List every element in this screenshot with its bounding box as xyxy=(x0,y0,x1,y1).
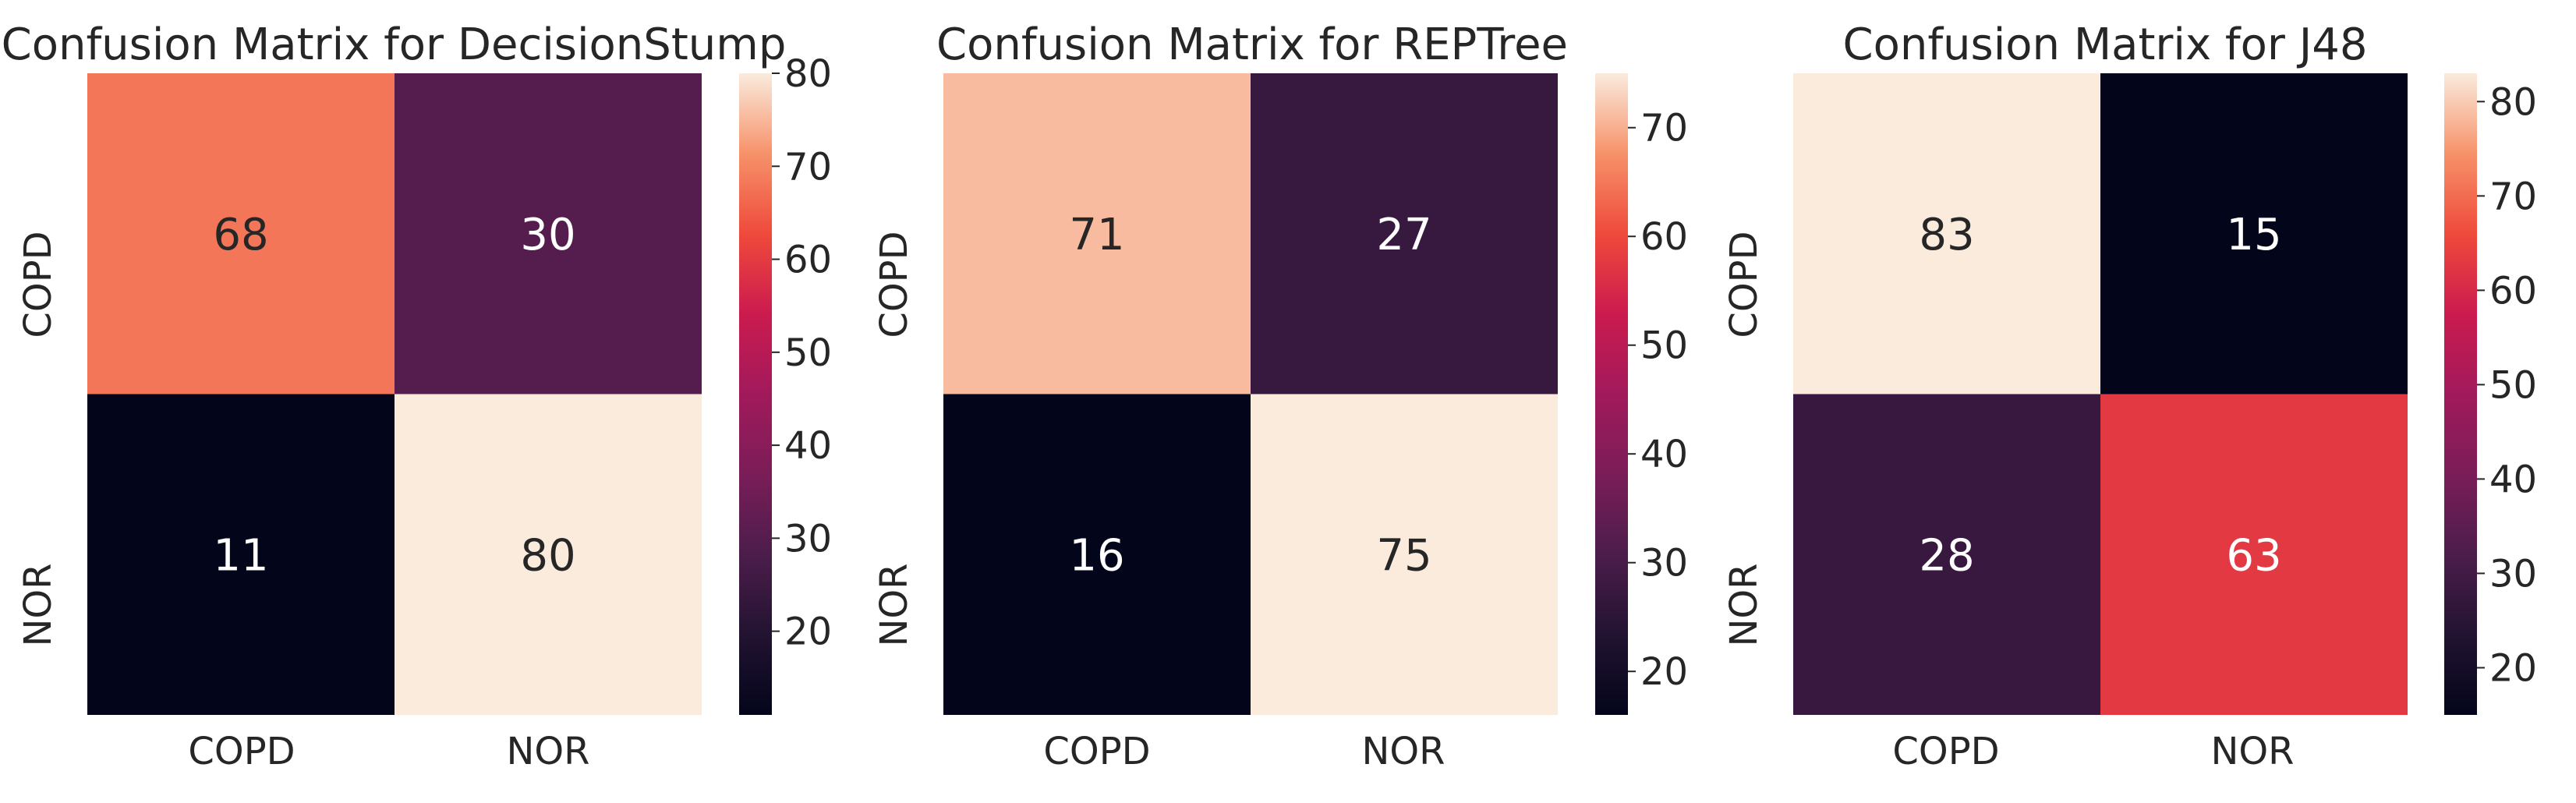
colorbar-tick-label: 50 xyxy=(1640,324,1688,368)
colorbar-tick-label: 20 xyxy=(1640,650,1688,694)
cell-value-label: 80 xyxy=(520,530,575,581)
chart-title: Confusion Matrix for REPTree xyxy=(936,19,1568,70)
heatmap-panel-reptree: Confusion Matrix for REPTree 71 27 16 75 CO… xyxy=(872,19,1688,773)
heatmap-cell xyxy=(87,73,395,394)
heatmap-cell xyxy=(943,394,1251,715)
y-tick-label: NOR xyxy=(16,563,60,646)
cell-value-label: 71 xyxy=(1069,210,1124,260)
heatmap-cell xyxy=(1251,394,1558,715)
colorbar-tick-label: 40 xyxy=(784,424,832,468)
x-tick-label: NOR xyxy=(506,730,589,773)
heatmap-cells: 83 15 28 63 xyxy=(1793,73,2408,715)
chart-title: Confusion Matrix for J48 xyxy=(1842,19,2367,70)
colorbar-tick-label: 30 xyxy=(1640,542,1688,585)
colorbar-tick-label: 50 xyxy=(2489,363,2537,407)
heatmap-cell xyxy=(2100,394,2408,715)
cell-value-label: 63 xyxy=(2226,530,2281,581)
heatmap-cell xyxy=(2100,73,2408,394)
cell-value-label: 28 xyxy=(1919,530,1974,581)
colorbar-ticks: 20 30 40 50 60 70 xyxy=(1628,107,1688,694)
heatmap-cell xyxy=(943,73,1251,394)
colorbar-tick-label: 20 xyxy=(784,610,832,654)
cell-value-label: 16 xyxy=(1069,530,1124,581)
colorbar xyxy=(2444,73,2477,715)
x-tick-label: COPD xyxy=(1892,730,1999,773)
heatmap-cells: 71 27 16 75 xyxy=(943,73,1558,715)
colorbar-ticks: 20 30 40 50 60 70 80 xyxy=(2477,80,2537,690)
colorbar-tick-label: 40 xyxy=(2489,458,2537,501)
y-tick-label: NOR xyxy=(1722,563,1766,646)
heatmap-cell xyxy=(1251,73,1558,394)
heatmap-cells: 68 30 11 80 xyxy=(87,73,702,715)
colorbar-tick-label: 40 xyxy=(1640,433,1688,476)
cell-value-label: 15 xyxy=(2226,210,2281,260)
y-tick-label: COPD xyxy=(872,231,916,338)
cell-value-label: 30 xyxy=(520,210,575,260)
heatmap-cell xyxy=(395,394,702,715)
cell-value-label: 83 xyxy=(1919,210,1974,260)
colorbar xyxy=(1595,73,1628,715)
colorbar-tick-label: 60 xyxy=(1640,215,1688,259)
y-tick-label: COPD xyxy=(1722,231,1766,338)
heatmap-cell xyxy=(1793,394,2100,715)
colorbar-tick-label: 20 xyxy=(2489,646,2537,690)
x-tick-label: NOR xyxy=(1361,730,1445,773)
cell-value-label: 75 xyxy=(1376,530,1431,581)
colorbar-tick-label: 70 xyxy=(1640,107,1688,150)
colorbar-tick-label: 30 xyxy=(2489,552,2537,596)
heatmap-cell xyxy=(1793,73,2100,394)
colorbar-tick-label: 80 xyxy=(2489,80,2537,124)
heatmap-cell xyxy=(395,73,702,394)
colorbar-tick-label: 80 xyxy=(784,52,832,96)
y-tick-label: COPD xyxy=(16,231,60,338)
colorbar xyxy=(739,73,772,715)
colorbar-tick-label: 60 xyxy=(2489,269,2537,313)
cell-value-label: 68 xyxy=(213,210,268,260)
colorbar-tick-label: 60 xyxy=(784,239,832,282)
colorbar-tick-label: 70 xyxy=(784,145,832,189)
x-tick-label: COPD xyxy=(1043,730,1150,773)
heatmap-panel-j48: Confusion Matrix for J48 83 15 28 63 COPD N… xyxy=(1722,19,2537,773)
heatmap-panel-decisionstump: Confusion Matrix for DecisionStump 68 30 1… xyxy=(2,19,832,773)
heatmap-cell xyxy=(87,394,395,715)
y-tick-label: NOR xyxy=(872,563,916,646)
cell-value-label: 11 xyxy=(213,530,268,581)
cell-value-label: 27 xyxy=(1376,210,1431,260)
colorbar-ticks: 20 30 40 50 60 70 80 xyxy=(772,52,832,654)
colorbar-tick-label: 50 xyxy=(784,331,832,375)
colorbar-tick-label: 70 xyxy=(2489,175,2537,218)
chart-title: Confusion Matrix for DecisionStump xyxy=(2,19,787,70)
x-tick-label: NOR xyxy=(2210,730,2294,773)
colorbar-tick-label: 30 xyxy=(784,517,832,561)
x-tick-label: COPD xyxy=(188,730,295,773)
